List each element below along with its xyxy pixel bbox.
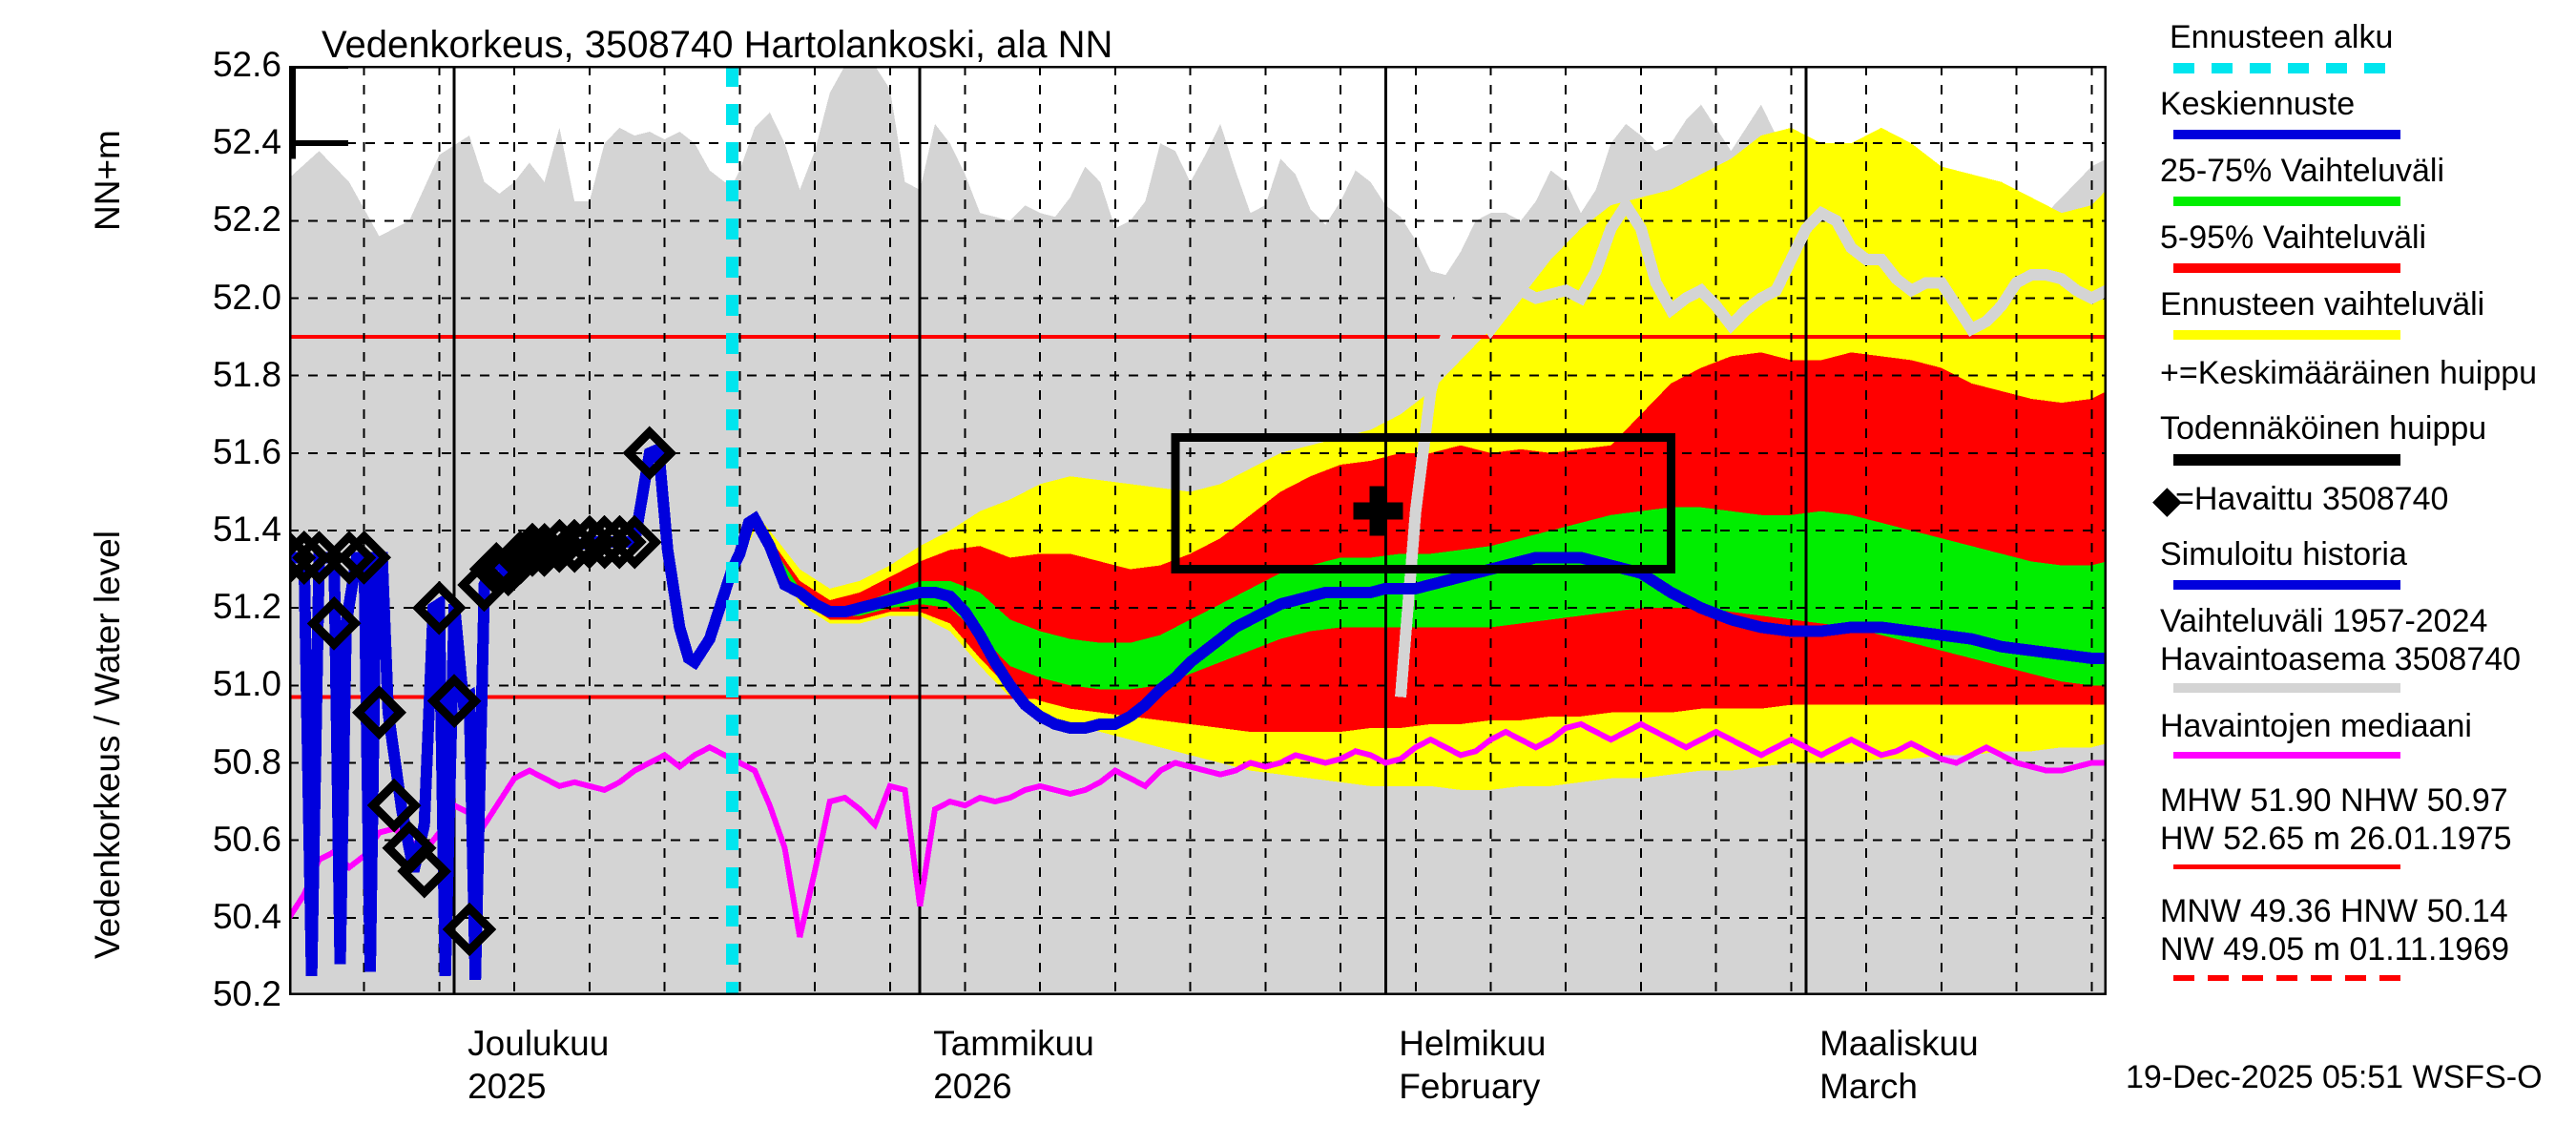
x-month-label: Helmikuu — [1399, 1024, 1547, 1063]
legend-forecast-range-label: Ennusteen vaihteluväli — [2160, 286, 2485, 323]
legend-forecast-start-label: Ennusteen alku — [2170, 19, 2394, 55]
x-month-label: Tammikuu — [933, 1024, 1094, 1063]
x-month-sublabel: March — [1819, 1067, 1918, 1106]
range-25-75-band — [732, 507, 2107, 690]
observed-markers — [289, 426, 677, 957]
legend-hw-values: HW 52.65 m 26.01.1975 — [2160, 821, 2512, 857]
legend-nw-values: NW 49.05 m 01.11.1969 — [2160, 931, 2510, 968]
page-title: Vedenkorkeus, 3508740 Hartolankoski, ala… — [322, 24, 1113, 66]
timestamp: 19-Dec-2025 05:51 WSFS-O — [2126, 1059, 2543, 1095]
x-month-sublabel: February — [1399, 1067, 1541, 1106]
legend-probable-peak-swatch — [2173, 454, 2400, 466]
probable-peak-box — [1171, 433, 1675, 574]
y-tick-label: 50.8 — [212, 741, 281, 781]
legend-mean-peak-label: +=Keskimääräinen huippu — [2160, 355, 2538, 391]
y-tick-label: 51.8 — [212, 354, 281, 394]
chart-plot-area[interactable] — [289, 66, 2107, 995]
y-tick-label: 51.4 — [212, 510, 281, 549]
axis-break-notch — [290, 66, 348, 159]
legend-range-5-95-swatch — [2173, 263, 2400, 273]
y-axis-ticks: 52.6 52.4 52.2 52.0 51.8 51.6 51.4 51.2 51.0 50.8… — [114, 0, 281, 1145]
observation-station-line — [1395, 195, 2107, 697]
legend-probable-peak-label: Todennäköinen huippu — [2160, 410, 2487, 447]
legend-mean-forecast-label: Keskiennuste — [2160, 86, 2356, 122]
legend-range-25-75-swatch — [2173, 197, 2400, 206]
legend-variation-range-label: Vaihteluväli 1957-2024 — [2160, 603, 2488, 639]
legend-simulated-history-swatch — [2173, 580, 2400, 590]
y-tick-label: 52.2 — [212, 199, 281, 239]
x-month-label: Joulukuu — [467, 1024, 610, 1063]
y-tick-label: 50.4 — [212, 896, 281, 936]
legend-range-25-75-label: 25-75% Vaihteluväli — [2160, 153, 2444, 189]
y-tick-label: 51.0 — [212, 664, 281, 704]
legend-observation-station-label: Havaintoasema 3508740 — [2160, 641, 2522, 677]
plot-frame — [289, 66, 2107, 995]
legend-range-5-95-label: 5-95% Vaihteluväli — [2160, 219, 2427, 256]
mean-peak-marker — [1353, 486, 1403, 536]
legend-observation-station-swatch — [2173, 683, 2400, 693]
legend-forecast-start-swatch — [2173, 63, 2400, 73]
observations-median-line — [289, 720, 2107, 938]
legend-mhw-values: MHW 51.90 NHW 50.97 — [2160, 782, 2508, 819]
y-tick-label: 52.6 — [212, 45, 281, 84]
legend-observed-label: =Havaittu 3508740 — [2175, 481, 2449, 517]
y-tick-label: 51.6 — [212, 431, 281, 471]
x-month-sublabel: 2026 — [933, 1067, 1012, 1106]
legend-observations-median-swatch — [2173, 752, 2400, 759]
x-month-sublabel: 2025 — [467, 1067, 547, 1106]
y-tick-label: 50.6 — [212, 819, 281, 859]
legend-forecast-range-swatch — [2173, 330, 2400, 340]
diamond-icon: ◆ — [2152, 479, 2182, 521]
horizontal-gridlines — [289, 142, 2107, 919]
legend-simulated-history-label: Simuloitu historia — [2160, 536, 2407, 572]
legend-mnw-values: MNW 49.36 HNW 50.14 — [2160, 893, 2508, 929]
legend-nw-swatch — [2173, 975, 2400, 981]
legend-mean-forecast-swatch — [2173, 130, 2400, 139]
y-tick-label: 51.2 — [212, 587, 281, 627]
legend-observations-median-label: Havaintojen mediaani — [2160, 708, 2472, 744]
legend-hw-swatch — [2173, 864, 2400, 869]
y-tick-label: 52.4 — [212, 122, 281, 162]
x-month-label: Maaliskuu — [1819, 1024, 1979, 1063]
y-tick-label: 52.0 — [212, 277, 281, 317]
range-5-95-band — [732, 352, 2107, 733]
y-tick-label: 50.2 — [212, 974, 281, 1013]
mean-forecast-line — [289, 440, 2107, 980]
